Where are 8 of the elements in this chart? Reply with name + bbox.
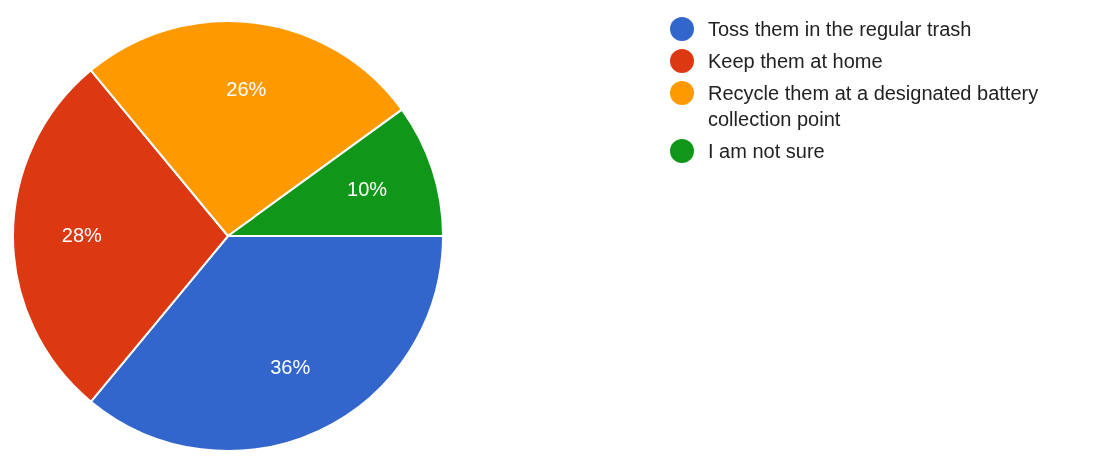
data-label: 28% (61, 223, 103, 246)
legend-label: Toss them in the regular trash (708, 17, 972, 42)
data-label: 10% (347, 178, 388, 201)
legend-label: Recycle them at a designated battery collection point (708, 81, 1040, 132)
legend-label: Keep them at home (708, 49, 883, 74)
legend-label: I am not sure (708, 139, 825, 164)
data-label: 26% (226, 78, 267, 101)
data-label: 36% (270, 355, 311, 378)
